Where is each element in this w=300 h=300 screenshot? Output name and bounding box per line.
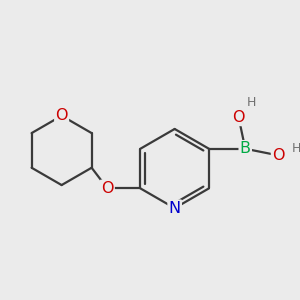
- Text: N: N: [169, 201, 181, 216]
- Text: O: O: [101, 181, 114, 196]
- Text: B: B: [240, 141, 251, 156]
- Text: O: O: [232, 110, 245, 125]
- Text: O: O: [56, 108, 68, 123]
- Text: H: H: [247, 96, 256, 109]
- Text: H: H: [292, 142, 300, 155]
- Text: O: O: [272, 148, 284, 163]
